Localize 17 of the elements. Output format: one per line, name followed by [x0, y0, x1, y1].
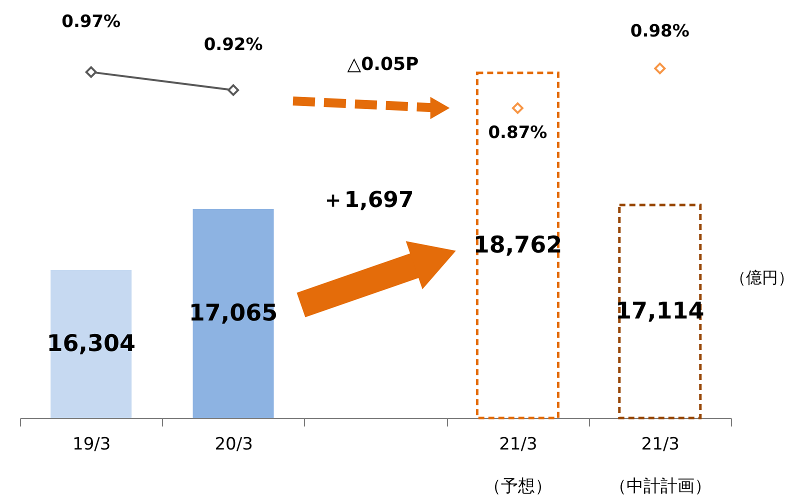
data-label: 0.92% [204, 35, 263, 56]
point [512, 102, 524, 114]
data-label: 0.87% [488, 123, 548, 144]
point [228, 84, 240, 96]
annotation: △0.05P [347, 54, 419, 75]
annotation: （億円） [730, 268, 790, 287]
data-label: 17,065 [188, 300, 278, 326]
x-tick-label: 19/3 [72, 434, 111, 454]
x-tick-label: 20/3 [214, 434, 253, 454]
data-label: 16,304 [46, 331, 136, 357]
category-label: 21/3 （中計計画） [609, 434, 712, 496]
point [654, 62, 666, 74]
point [85, 66, 97, 78]
data-label: 0.97% [62, 12, 121, 32]
category-label: 21/3 （予想） [484, 434, 552, 496]
data-label: 0.98% [630, 21, 690, 42]
annotation: ＋1,697 [322, 188, 414, 213]
